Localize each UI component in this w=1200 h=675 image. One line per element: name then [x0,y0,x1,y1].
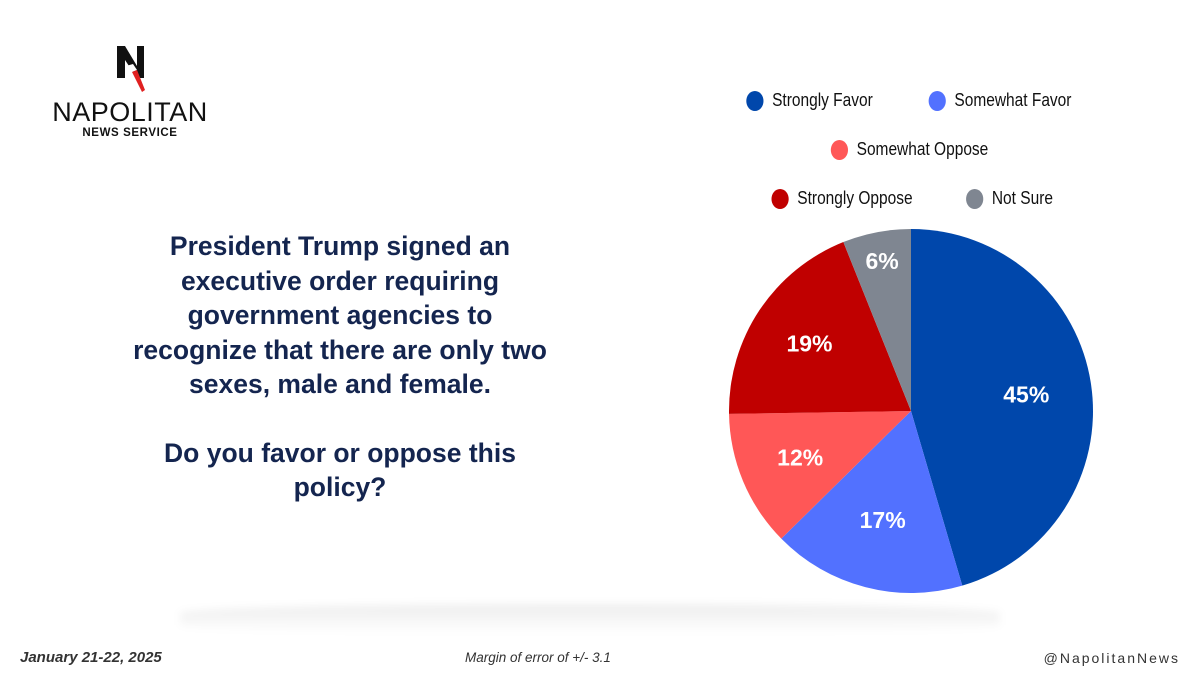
pie-slice-strongly-favor [911,229,1094,586]
legend-label: Somewhat Oppose [857,139,989,159]
legend-row: Strongly Oppose Not Sure [720,174,1100,223]
legend-item: Not Sure [965,188,1053,209]
pie-data-label: 19% [786,330,832,356]
logo-subtitle: NEWS SERVICE [82,127,178,139]
poll-date: January 21-22, 2025 [20,649,162,666]
legend-swatch-icon [771,188,790,209]
pie-slice-somewhat-oppose [729,411,911,539]
question-line: sexes, male and female. [189,369,491,399]
legend-label: Strongly Oppose [797,188,914,208]
question-line: executive order requiring [180,265,500,296]
napolitan-logo: NAPOLITAN NEWS SERVICE [40,40,220,150]
legend-item: Strongly Oppose [771,188,914,209]
legend-swatch-icon [746,90,764,111]
poll-question: President Trump signed an executive orde… [80,229,600,505]
pie-slice-somewhat-favor [781,411,963,593]
legend-item: Strongly Favor [746,90,874,111]
legend-item: Somewhat Oppose [831,139,989,160]
pie-slice-strongly-oppose [729,242,911,414]
shadow-decoration [180,604,1000,634]
legend-row: Strongly Favor Somewhat Favor [720,76,1100,125]
legend-label: Somewhat Favor [954,90,1072,110]
pie-data-label: 6% [865,248,898,274]
question-line: President Trump signed an [169,231,511,261]
pie-data-label: 17% [860,507,906,533]
legend-item: Somewhat Favor [929,90,1072,111]
margin-of-error: Margin of error of +/- 3.1 [465,650,611,665]
question-prompt-line: Do you favor or oppose this [164,437,516,468]
legend-row: Somewhat Oppose [720,125,1100,174]
legend-swatch-icon [831,139,849,160]
legend-label: Strongly Favor [772,90,874,110]
chart-legend: Strongly Favor Somewhat Favor Somewhat Opp… [720,76,1100,223]
legend-swatch-icon [929,90,947,111]
question-line: recognize that there are only two [133,334,547,365]
question-prompt-line: policy? [293,472,387,502]
question-line: government agencies to [187,300,493,330]
pie-data-label: 12% [777,444,823,470]
legend-swatch-icon [965,188,983,209]
napolitan-n-eagle-icon [117,46,145,92]
pie-slice-not-sure [843,229,911,411]
logo-name: NAPOLITAN [52,97,208,127]
legend-label: Not Sure [991,188,1053,208]
social-handle: @NapolitanNews [1043,650,1180,666]
pie-data-label: 45% [1003,381,1049,407]
